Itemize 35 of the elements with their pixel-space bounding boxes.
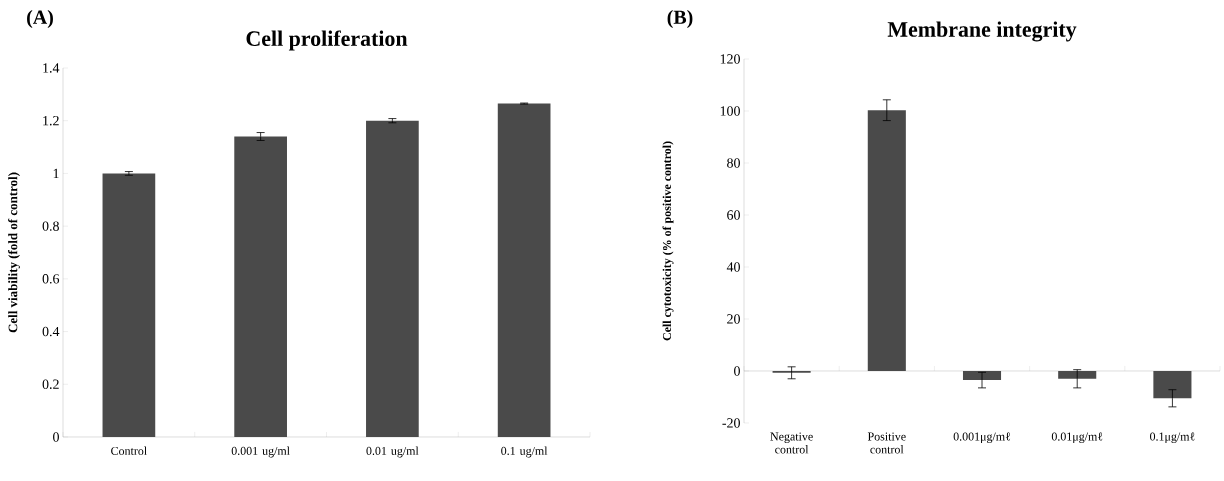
y-tick-label: 0.4: [42, 326, 60, 337]
chart-title: Cell proliferation: [246, 30, 408, 51]
y-tick-label: 1.4: [43, 63, 60, 73]
y-tick-label: 80: [727, 158, 740, 168]
y-tick-label: 0.8: [42, 221, 59, 231]
x-tick-label: 0.001μg/mℓ: [953, 432, 1011, 444]
y-tick-label: 0: [53, 432, 59, 442]
y-tick-label: 120: [720, 54, 740, 64]
bar: [234, 136, 287, 437]
text: (B): [667, 9, 693, 29]
y-tick-label: 100: [720, 106, 740, 116]
y-tick-label: 0.2: [42, 379, 59, 390]
chart-title: Membrane integrity: [887, 21, 1077, 42]
y-tick-label: 0: [734, 366, 740, 376]
y-tick-label: 20: [727, 314, 740, 324]
x-tick-label: Negative control: [770, 432, 813, 454]
y-tick-label: -20: [722, 418, 740, 428]
x-tick-label: 0.01 ug/ml: [366, 446, 419, 458]
y-tick-label: 40: [726, 262, 740, 272]
y-axis-title: Cell cytotoxicity (% of positive control): [662, 141, 674, 341]
x-tick-label: Positive control: [867, 432, 906, 454]
x-tick-label: 0.1μg/mℓ: [1150, 432, 1195, 444]
text: (A): [27, 9, 53, 29]
x-tick-label: 0.01μg/mℓ: [1051, 432, 1103, 444]
y-axis-title: Cell viability (fold of control): [8, 172, 20, 333]
bar: [102, 173, 156, 437]
y-tick-label: 60: [727, 210, 740, 220]
bar: [366, 120, 419, 437]
x-tick-label: 0.001 ug/ml: [231, 446, 290, 458]
x-tick-label: 0.1 ug/ml: [501, 446, 548, 458]
y-tick-label: 1.2: [43, 115, 59, 126]
bar: [497, 103, 551, 437]
x-tick-label: Control: [111, 446, 147, 455]
y-tick-label: 0.6: [42, 274, 60, 284]
y-tick-label: 1: [53, 168, 59, 179]
